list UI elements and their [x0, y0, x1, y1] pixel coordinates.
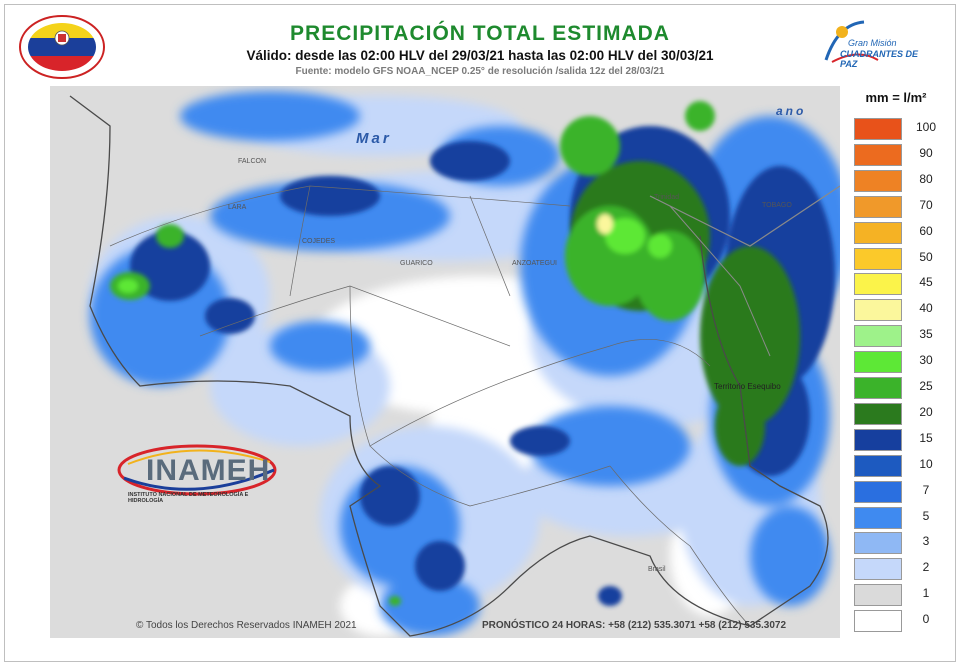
legend-swatch — [854, 221, 902, 244]
legend-swatch — [854, 299, 902, 322]
legend-swatch — [854, 402, 902, 425]
legend-label: 100 — [915, 120, 937, 134]
legend-swatch — [854, 558, 902, 581]
legend-swatch — [854, 454, 902, 477]
ocean-label: ano — [776, 104, 807, 118]
legend-item: 1 — [850, 582, 946, 607]
legend-item: 0 — [850, 608, 946, 633]
mision-line2: CUADRANTES DE PAZ — [840, 49, 919, 69]
legend-item: 7 — [850, 479, 946, 503]
label-brasil: Brasil — [648, 566, 666, 573]
legend-label: 0 — [922, 612, 930, 627]
legend-label: 90 — [919, 145, 933, 160]
precipitation-map: Mar ano FALCON LARA COJEDES GUARICO ANZO… — [50, 86, 850, 638]
legend-label: 45 — [919, 275, 933, 290]
inameh-wordmark: INAMEH — [146, 454, 271, 487]
legend-label: 10 — [919, 456, 933, 471]
legend-item: 2 — [850, 556, 946, 581]
legend-swatch — [854, 247, 902, 270]
legend-swatch — [854, 118, 902, 140]
label-tobago: TOBAGO — [762, 202, 792, 209]
legend-swatch — [854, 169, 902, 192]
legend-label: 2 — [922, 560, 930, 575]
government-seal-logo — [18, 14, 106, 80]
gran-mision-logo: Gran Misión CUADRANTES DE PAZ — [818, 18, 936, 69]
legend-label: 60 — [919, 223, 933, 238]
legend-label: 70 — [919, 197, 933, 212]
legend-item: 25 — [850, 375, 946, 399]
legend-label: 80 — [919, 171, 933, 186]
precipitation-legend: mm = l/m² 100 90 80 70 60 50 45 40 35 30 25 20 15 10 7… — [846, 90, 946, 633]
label-lara: LARA — [228, 204, 247, 211]
legend-swatch — [854, 377, 902, 399]
legend-label: 35 — [919, 327, 933, 342]
legend-swatch — [854, 428, 902, 451]
sea-label: Mar — [356, 130, 392, 147]
label-falcon: FALCON — [238, 158, 267, 165]
legend-swatch — [854, 584, 902, 607]
legend-label: 20 — [919, 404, 933, 419]
legend-swatch — [854, 273, 902, 296]
mision-line1: Gran Misión — [848, 38, 897, 48]
legend-title: mm = l/m² — [865, 90, 927, 105]
image-frame — [4, 4, 956, 662]
label-trinidad: Trinidad — [654, 194, 680, 201]
legend-swatch — [854, 532, 902, 555]
legend-label: 25 — [919, 379, 933, 393]
legend-swatch — [854, 195, 902, 218]
legend-item: 90 — [850, 142, 946, 166]
forecast-phone-text: PRONÓSTICO 24 HORAS: +58 (212) 535.3071 … — [482, 620, 787, 631]
legend-item: 50 — [850, 246, 946, 270]
legend-item: 40 — [850, 297, 946, 322]
legend-label: 15 — [919, 430, 933, 445]
legend-item: 5 — [850, 505, 946, 529]
copyright-text: © Todos los Derechos Reservados INAMEH 2… — [136, 620, 357, 631]
label-guarico: GUARICO — [400, 260, 433, 267]
legend-label: 3 — [922, 534, 930, 549]
legend-item: 30 — [850, 349, 946, 374]
label-cojedes: COJEDES — [302, 238, 336, 245]
legend-swatch — [854, 480, 902, 503]
legend-label: 5 — [922, 508, 930, 523]
legend-item: 60 — [850, 220, 946, 244]
legend-item: 80 — [850, 168, 946, 192]
legend-label: 7 — [922, 482, 930, 497]
label-anzoategui: ANZOATEGUI — [512, 260, 557, 267]
legend-label: 30 — [919, 353, 933, 368]
legend-swatch — [854, 325, 902, 348]
legend-item: 3 — [850, 530, 946, 555]
inameh-subtitle: INSTITUTO NACIONAL DE METEOROLOGÍA E HID… — [128, 492, 249, 504]
legend-swatch — [854, 351, 902, 374]
legend-label: 40 — [919, 301, 933, 316]
legend-item: 15 — [850, 427, 946, 451]
legend-swatch — [854, 610, 902, 633]
inameh-logo: INAMEH INSTITUTO NACIONAL DE METEOROLOGÍ… — [114, 440, 280, 508]
legend-item: 35 — [850, 323, 946, 348]
legend-label: 50 — [919, 249, 933, 264]
validity-subtitle: Válido: desde las 02:00 HLV del 29/03/21… — [246, 48, 714, 63]
legend-item: 20 — [850, 401, 946, 425]
source-caption: Fuente: modelo GFS NOAA_NCEP 0.25° de re… — [295, 66, 665, 77]
map-title: PRECIPITACIÓN TOTAL ESTIMADA — [290, 22, 670, 45]
legend-label: 1 — [922, 586, 930, 601]
legend-item: 10 — [850, 453, 946, 477]
legend-item: 70 — [850, 194, 946, 218]
legend-swatch — [854, 506, 902, 529]
label-esequibo: Territorio Esequibo — [714, 382, 781, 391]
legend-item: 100 — [850, 116, 946, 140]
legend-item: 45 — [850, 271, 946, 296]
legend-swatch — [854, 143, 902, 166]
